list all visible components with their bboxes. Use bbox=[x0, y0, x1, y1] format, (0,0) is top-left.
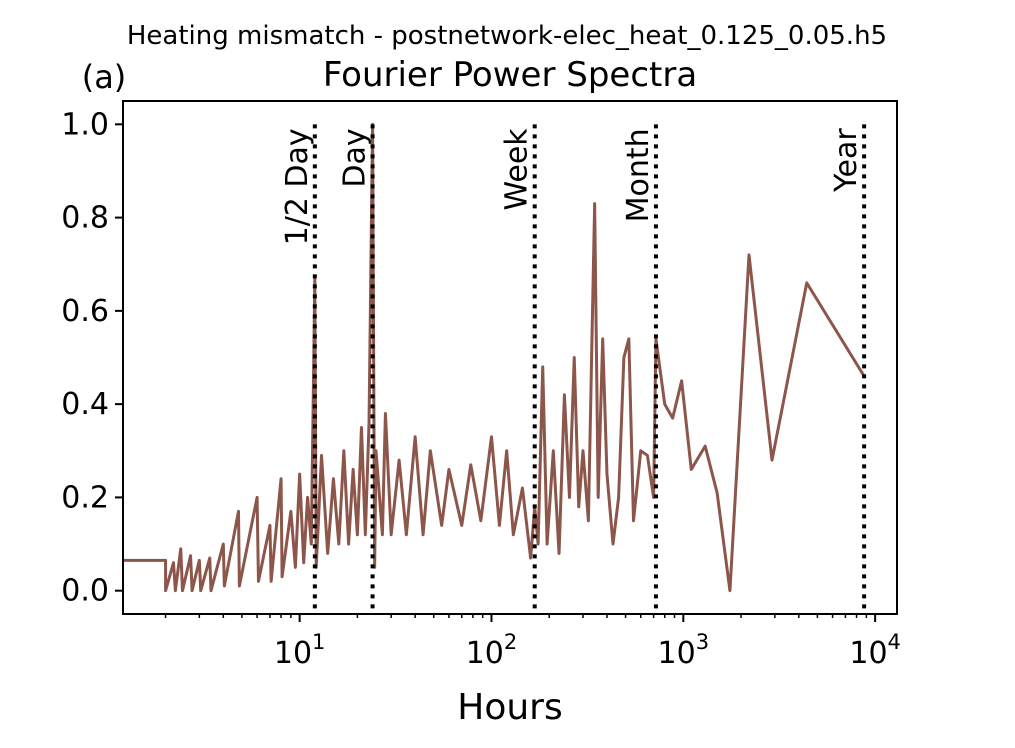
figure-suptitle: Heating mismatch - postnetwork-elec_heat… bbox=[127, 21, 887, 51]
reference-lines: 1/2 Day Day Week Month Year bbox=[280, 124, 867, 614]
x-axis-label: Hours bbox=[457, 687, 562, 728]
y-tick-label: 0.8 bbox=[61, 201, 109, 236]
chart-title: Fourier Power Spectra bbox=[323, 55, 697, 95]
series-line-0 bbox=[123, 122, 866, 593]
y-axis-ticks: 0.0 0.2 0.4 0.6 0.8 1.0 bbox=[61, 107, 123, 609]
x-axis-ticks: 101 102 103 104 bbox=[164, 614, 901, 671]
reference-label-month: Month bbox=[621, 128, 656, 222]
reference-label-day: Day bbox=[338, 128, 373, 187]
y-tick-label: 0.0 bbox=[61, 574, 109, 609]
series-layer bbox=[123, 122, 866, 593]
plot-area: 1/2 Day Day Week Month Year bbox=[122, 100, 898, 615]
y-tick-label: 1.0 bbox=[61, 107, 109, 142]
y-tick-label: 0.2 bbox=[61, 480, 109, 515]
x-tick-label: 102 bbox=[466, 630, 518, 671]
reference-label-week: Week bbox=[500, 128, 535, 211]
x-tick-label: 104 bbox=[849, 630, 901, 671]
panel-label: (a) bbox=[82, 58, 127, 96]
reference-label-year: Year bbox=[829, 128, 864, 193]
y-tick-label: 0.6 bbox=[61, 294, 109, 329]
reference-label-1-2-day: 1/2 Day bbox=[280, 128, 315, 245]
x-tick-label: 103 bbox=[658, 630, 710, 671]
y-tick-label: 0.4 bbox=[61, 387, 109, 422]
plot-frame bbox=[122, 100, 898, 615]
x-tick-label: 101 bbox=[274, 630, 326, 671]
